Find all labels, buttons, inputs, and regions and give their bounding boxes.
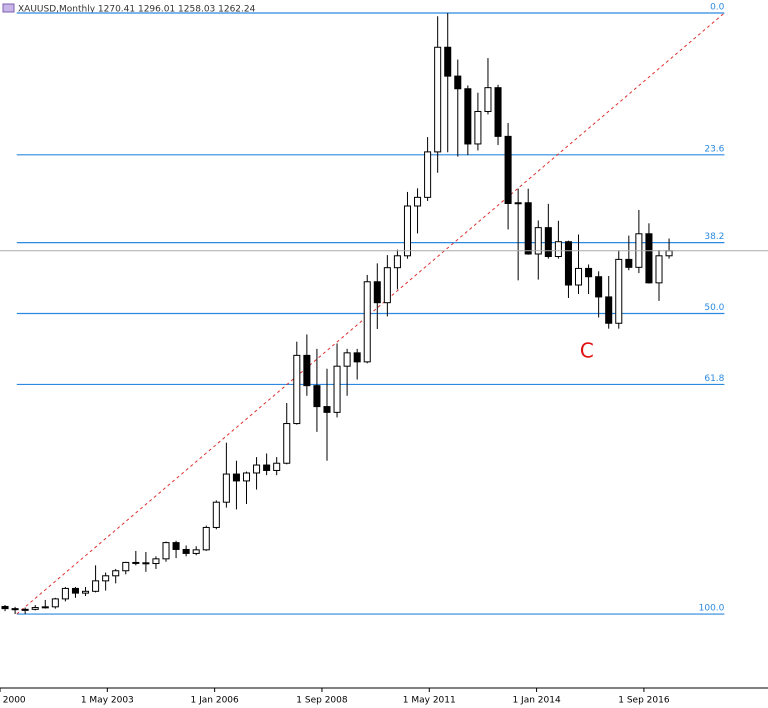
candle-body bbox=[232, 473, 240, 482]
candle-body bbox=[454, 75, 462, 90]
candle-body bbox=[414, 196, 422, 207]
candle-body bbox=[645, 233, 653, 284]
fib-label: 50.0 bbox=[704, 303, 724, 313]
candle-body bbox=[383, 267, 391, 304]
candle-body bbox=[162, 542, 170, 560]
x-tick-label: 1 May 2011 bbox=[403, 696, 456, 706]
candle-body bbox=[353, 352, 361, 363]
fib-label: 38.2 bbox=[704, 232, 724, 242]
candle-body bbox=[293, 354, 301, 425]
candle-body bbox=[41, 606, 49, 609]
candle-body bbox=[92, 580, 100, 592]
candle-body bbox=[504, 135, 512, 204]
chart-title: XAUUSD,Monthly 1270.41 1296.01 1258.03 1… bbox=[18, 5, 256, 15]
candle-body bbox=[102, 575, 110, 582]
candle-body bbox=[363, 281, 371, 363]
candle-body bbox=[585, 267, 593, 278]
candle-body bbox=[283, 423, 291, 464]
candle-body bbox=[625, 258, 633, 268]
candle-body bbox=[212, 501, 220, 528]
annotation: C bbox=[580, 339, 594, 363]
candle-body bbox=[323, 406, 331, 413]
candle-body bbox=[534, 227, 542, 255]
candle-body bbox=[373, 281, 381, 304]
candle-body bbox=[514, 202, 522, 205]
candle-body bbox=[393, 255, 401, 269]
candle-body bbox=[71, 587, 79, 594]
candle-body bbox=[434, 46, 442, 153]
fib-label: 61.8 bbox=[704, 374, 724, 384]
candle-body bbox=[564, 241, 572, 286]
candle-body bbox=[524, 202, 532, 255]
candle-body bbox=[202, 526, 210, 551]
candle-body bbox=[494, 87, 502, 137]
candle-body bbox=[303, 354, 311, 387]
symbol-icon bbox=[2, 3, 15, 13]
fib-label: 0.0 bbox=[710, 2, 725, 12]
candle-body bbox=[474, 110, 482, 145]
candle-body bbox=[403, 205, 411, 257]
candle-body bbox=[665, 250, 673, 257]
fib-label: 23.6 bbox=[704, 144, 724, 154]
candle-body bbox=[273, 462, 281, 471]
candle-body bbox=[152, 558, 160, 565]
candle-body bbox=[112, 570, 120, 577]
candle-body bbox=[31, 607, 39, 610]
candle-body bbox=[554, 241, 562, 258]
candle-body bbox=[595, 276, 603, 298]
x-tick-label: 1 Sep 2008 bbox=[296, 696, 348, 706]
candle-body bbox=[142, 562, 150, 565]
candle-body bbox=[222, 473, 230, 503]
candle-body bbox=[605, 296, 613, 324]
candle-body bbox=[122, 561, 130, 572]
candle-body bbox=[313, 385, 321, 408]
x-tick-label: 1 Sep 2016 bbox=[618, 696, 670, 706]
candle-body bbox=[615, 258, 623, 324]
candle-body bbox=[11, 608, 19, 611]
candle-body bbox=[263, 464, 271, 471]
candle-body bbox=[333, 365, 341, 413]
candle-body bbox=[61, 587, 69, 600]
candle-body bbox=[484, 87, 492, 112]
x-tick-label: 1 Jan 2014 bbox=[512, 696, 560, 706]
x-tick-label: 1 Sep 2000 bbox=[0, 696, 26, 706]
x-tick-label: 1 May 2003 bbox=[81, 696, 134, 706]
candle-body bbox=[424, 151, 432, 198]
candle-body bbox=[82, 590, 90, 594]
candle-body bbox=[444, 46, 452, 77]
candle-body bbox=[182, 548, 190, 554]
x-tick-label: 1 Jan 2006 bbox=[191, 696, 239, 706]
candle-body bbox=[21, 608, 29, 611]
candle-body bbox=[253, 464, 261, 474]
candle-body bbox=[51, 598, 59, 608]
fib-label: 100.0 bbox=[699, 604, 725, 614]
candle-body bbox=[132, 561, 140, 564]
candle-body bbox=[574, 267, 583, 286]
candle-body bbox=[464, 88, 472, 145]
candle-body bbox=[172, 542, 180, 550]
candle-body bbox=[1, 605, 9, 610]
candle-body bbox=[544, 227, 552, 258]
candle-body bbox=[242, 472, 251, 482]
candle-body bbox=[192, 549, 200, 554]
candle-body bbox=[655, 255, 663, 284]
candle-body bbox=[343, 352, 351, 367]
